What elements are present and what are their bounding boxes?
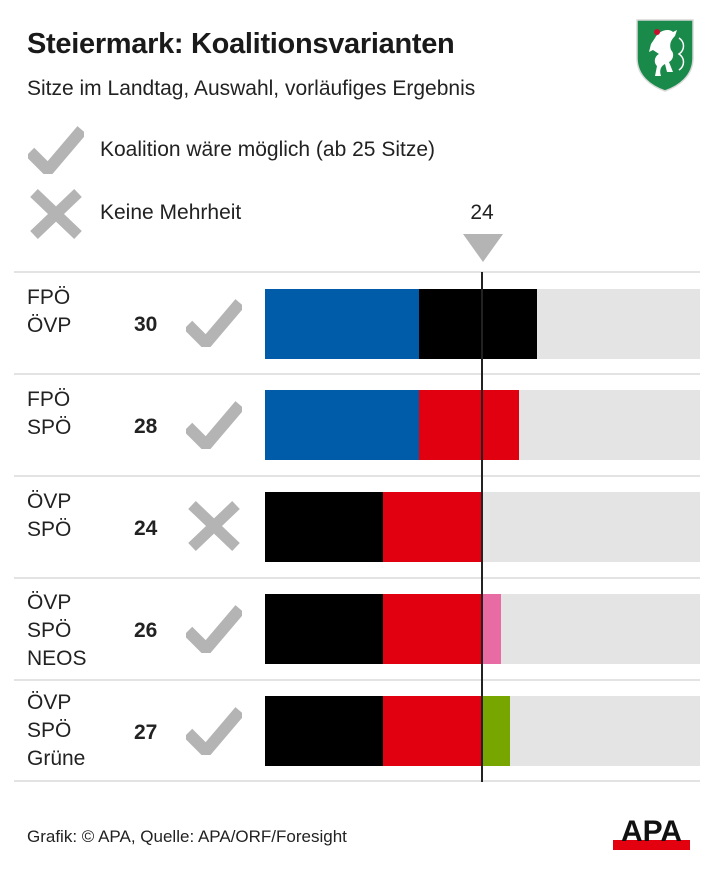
coalition-parties: ÖVP SPÖ NEOS	[27, 589, 87, 673]
coalition-row-oevp-spoe: ÖVP SPÖ 24	[0, 477, 723, 578]
check-icon	[186, 605, 242, 653]
coalition-row-oevp-spoe-gruene: ÖVP SPÖ Grüne 27	[0, 681, 723, 782]
party-label: SPÖ	[27, 719, 72, 742]
party-label: SPÖ	[27, 518, 72, 541]
bar-segment-gruene	[482, 696, 510, 766]
seat-total: 27	[134, 721, 158, 744]
coalition-parties: FPÖ SPÖ	[27, 386, 71, 442]
threshold-label: 24	[470, 201, 494, 224]
majority-reference-line	[481, 272, 483, 782]
bar-segment-oevp	[265, 696, 383, 766]
row-divider	[14, 679, 700, 681]
party-label: Grüne	[27, 747, 86, 770]
seat-bar	[265, 492, 700, 562]
party-label: ÖVP	[27, 591, 72, 614]
styria-coat-of-arms-icon	[636, 19, 694, 92]
coalition-parties: FPÖ ÖVP	[27, 284, 71, 340]
bar-segment-neos	[482, 594, 501, 664]
party-label: FPÖ	[27, 286, 71, 309]
party-label: ÖVP	[27, 691, 72, 714]
seat-total: 26	[134, 619, 158, 642]
seat-total: 24	[134, 517, 158, 540]
bar-segment-oevp	[265, 594, 383, 664]
seat-bar	[265, 594, 700, 664]
party-label: ÖVP	[27, 314, 72, 337]
bar-segment-spoe	[383, 594, 482, 664]
bar-segment-fpoe	[265, 390, 419, 460]
party-label: SPÖ	[27, 619, 72, 642]
seat-bar	[265, 696, 700, 766]
chart-subtitle: Sitze im Landtag, Auswahl, vorläufiges E…	[27, 77, 476, 100]
bar-segment-spoe	[419, 390, 519, 460]
chart-title: Steiermark: Koalitionsvarianten	[27, 28, 455, 60]
seat-bar	[265, 390, 700, 460]
bar-segment-fpoe	[265, 289, 419, 359]
row-divider	[14, 373, 700, 375]
row-divider	[14, 577, 700, 579]
check-icon	[186, 707, 242, 755]
coalition-row-fpoe-oevp: FPÖ ÖVP 30	[0, 273, 723, 374]
party-label: FPÖ	[27, 388, 71, 411]
party-label: NEOS	[27, 647, 87, 670]
bar-segment-oevp	[419, 289, 537, 359]
seat-total: 28	[134, 415, 158, 438]
coalition-parties: ÖVP SPÖ Grüne	[27, 689, 85, 773]
legend-no-majority-label: Keine Mehrheit	[100, 201, 242, 224]
cross-icon	[30, 189, 82, 239]
cross-icon	[188, 501, 240, 551]
check-icon	[186, 401, 242, 449]
check-icon	[28, 126, 84, 174]
legend-possible-label: Koalition wäre möglich (ab 25 Sitze)	[100, 138, 435, 161]
svg-text:APA: APA	[621, 817, 682, 848]
bar-segment-spoe	[383, 492, 482, 562]
row-divider	[14, 780, 700, 782]
coalition-parties: ÖVP SPÖ	[27, 488, 71, 544]
check-icon	[186, 299, 242, 347]
seat-bar	[265, 289, 700, 359]
apa-logo-icon: APA	[613, 817, 690, 850]
threshold-arrow-icon	[463, 234, 503, 262]
coalition-row-fpoe-spoe: FPÖ SPÖ 28	[0, 375, 723, 476]
row-divider	[14, 475, 700, 477]
source-credit: Grafik: © APA, Quelle: APA/ORF/Foresight	[27, 827, 347, 846]
row-divider	[14, 271, 700, 273]
party-label: SPÖ	[27, 416, 72, 439]
seat-total: 30	[134, 313, 158, 336]
party-label: ÖVP	[27, 490, 72, 513]
bar-segment-oevp	[265, 492, 383, 562]
coalition-row-oevp-spoe-neos: ÖVP SPÖ NEOS 26	[0, 579, 723, 680]
bar-segment-spoe	[383, 696, 482, 766]
